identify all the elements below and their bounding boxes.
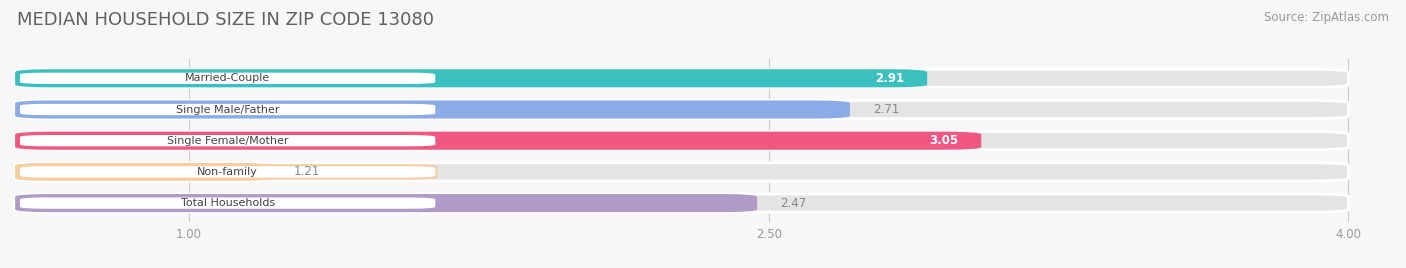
Text: Non-family: Non-family: [197, 167, 259, 177]
Text: Single Male/Father: Single Male/Father: [176, 105, 280, 114]
FancyBboxPatch shape: [15, 100, 1348, 118]
FancyBboxPatch shape: [15, 69, 927, 87]
FancyBboxPatch shape: [15, 194, 756, 212]
Text: 3.05: 3.05: [929, 134, 957, 147]
Text: 2.91: 2.91: [875, 72, 904, 85]
FancyBboxPatch shape: [15, 132, 981, 150]
FancyBboxPatch shape: [15, 100, 849, 118]
Text: Total Households: Total Households: [180, 198, 274, 208]
FancyBboxPatch shape: [18, 134, 436, 147]
FancyBboxPatch shape: [15, 163, 270, 181]
FancyBboxPatch shape: [18, 196, 436, 210]
FancyBboxPatch shape: [18, 72, 436, 85]
Text: 2.71: 2.71: [873, 103, 900, 116]
FancyBboxPatch shape: [15, 132, 1348, 150]
Text: MEDIAN HOUSEHOLD SIZE IN ZIP CODE 13080: MEDIAN HOUSEHOLD SIZE IN ZIP CODE 13080: [17, 11, 434, 29]
FancyBboxPatch shape: [15, 194, 1348, 212]
FancyBboxPatch shape: [15, 69, 1348, 87]
Text: 2.47: 2.47: [780, 197, 807, 210]
FancyBboxPatch shape: [18, 165, 436, 178]
Text: Single Female/Mother: Single Female/Mother: [167, 136, 288, 146]
Text: Married-Couple: Married-Couple: [186, 73, 270, 83]
Text: 1.21: 1.21: [294, 165, 319, 178]
FancyBboxPatch shape: [15, 163, 1348, 181]
Text: Source: ZipAtlas.com: Source: ZipAtlas.com: [1264, 11, 1389, 24]
FancyBboxPatch shape: [18, 103, 436, 116]
